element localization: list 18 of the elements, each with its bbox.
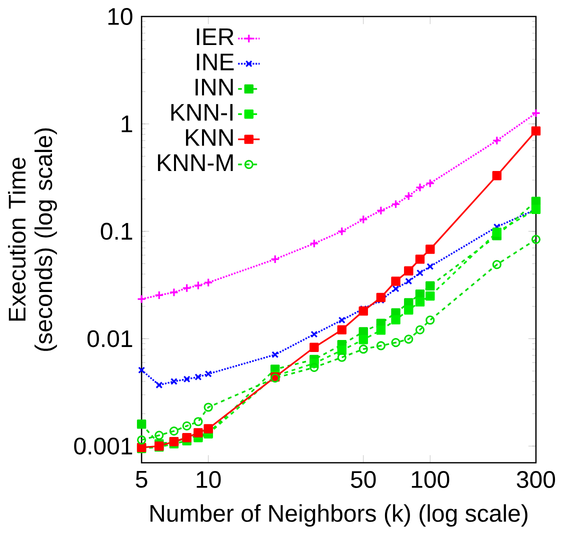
x-tick-label: 5 bbox=[136, 471, 148, 488]
x-tick-label: 100 bbox=[412, 471, 450, 488]
y-tick-label: 0.1 bbox=[100, 222, 132, 240]
legend-label: KNN-M bbox=[158, 154, 233, 172]
x-tick-label: 300 bbox=[516, 471, 556, 488]
x-tick-label: 50 bbox=[350, 471, 376, 488]
y-axis-title: Execution Time (seconds) (log scale) bbox=[8, 128, 57, 352]
y-tick-label: 10 bbox=[108, 8, 132, 26]
legend-label: KNN bbox=[186, 129, 233, 146]
x-axis-title: Number of Neighbors (k) (log scale) bbox=[150, 504, 528, 527]
y-tick-label: 0.01 bbox=[87, 330, 132, 348]
legend-label: INE bbox=[196, 54, 234, 70]
y-tick-label: 0.001 bbox=[74, 438, 132, 455]
legend-label: IER bbox=[196, 28, 234, 46]
legend-label: KNN-I bbox=[171, 104, 233, 121]
y-tick-label: 1 bbox=[122, 116, 132, 132]
x-tick-label: 10 bbox=[196, 471, 221, 488]
legend-label: INN bbox=[196, 79, 233, 96]
